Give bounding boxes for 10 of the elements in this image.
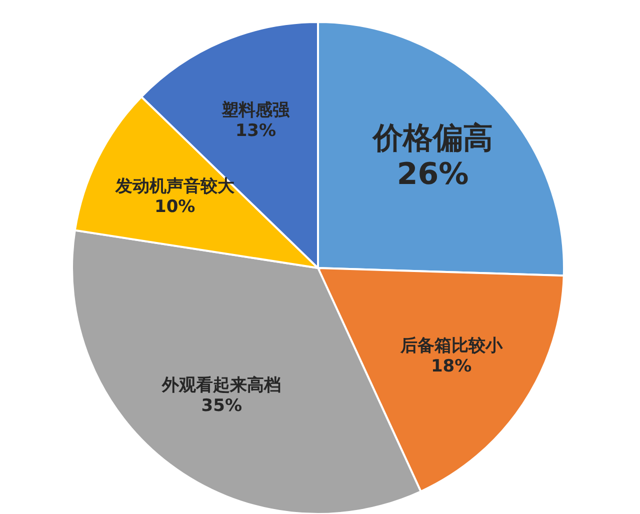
slice-label: 塑料感强 (220, 100, 291, 121)
data-label: 35% (201, 396, 242, 416)
slice-label: 发动机声音较大 (114, 176, 236, 197)
data-label: 13% (235, 120, 276, 141)
data-label: 26% (396, 157, 469, 192)
data-label: 10% (154, 196, 196, 217)
data-label: 18% (430, 356, 472, 377)
slice-label: 外观看起来高档 (161, 375, 282, 396)
slice-label: 后备箱比较小 (399, 336, 504, 356)
slice-label: 价格偏高 (370, 121, 493, 156)
